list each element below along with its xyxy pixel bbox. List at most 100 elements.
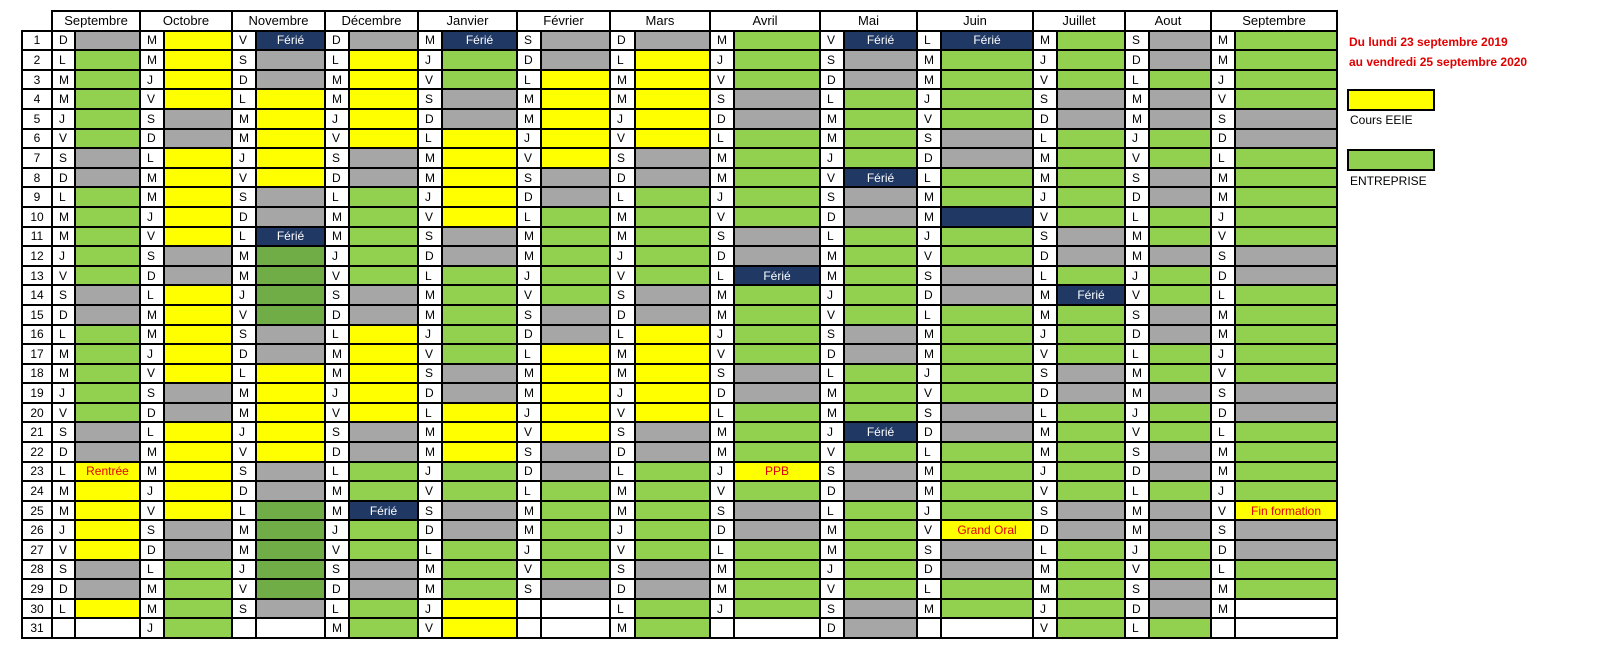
weekday-letter: V	[516, 558, 542, 581]
weekday-letter: V	[231, 441, 257, 463]
weekday-letter: S	[324, 284, 350, 306]
weekday-letter: M	[516, 245, 542, 267]
day-status-cell	[1056, 499, 1126, 522]
weekday-letter: D	[139, 127, 165, 150]
day-status-cell	[733, 578, 821, 600]
day-status-cell	[634, 578, 711, 600]
weekday-letter: M	[916, 68, 942, 91]
day-number: 16	[21, 323, 53, 346]
day-row: 15 D M V D M S D M V L M S M	[21, 303, 1338, 326]
day-status-cell	[441, 88, 518, 110]
month-header: Juin	[916, 10, 1034, 32]
weekday-letter: M	[231, 401, 257, 424]
day-status-cell	[634, 362, 711, 385]
ferie-cell: Férié	[255, 225, 326, 248]
weekday-letter: S	[709, 88, 735, 110]
day-status-cell	[163, 127, 233, 150]
weekday-letter: M	[231, 519, 257, 542]
day-status-cell	[733, 382, 821, 404]
day-status-cell	[1056, 147, 1126, 169]
day-status-cell	[540, 29, 611, 52]
weekday-letter: S	[1032, 499, 1058, 522]
day-status-cell	[255, 382, 326, 404]
day-status-cell	[1056, 578, 1126, 600]
day-status-cell	[441, 597, 518, 620]
weekday-letter: L	[819, 88, 845, 110]
weekday-letter: M	[1210, 29, 1236, 52]
weekday-letter: M	[324, 205, 350, 228]
day-status-cell	[163, 617, 233, 639]
day-status-cell	[733, 480, 821, 502]
day-status-cell	[940, 480, 1034, 502]
weekday-letter: M	[516, 362, 542, 385]
weekday-letter: M	[609, 88, 636, 110]
day-row: 16 L M S L J D L J S M J D M	[21, 323, 1338, 346]
weekday-letter	[709, 617, 735, 639]
day-number: 9	[21, 186, 53, 208]
day-status-cell	[441, 578, 518, 600]
day-status-cell	[74, 382, 141, 404]
weekday-letter: L	[1124, 205, 1150, 228]
weekday-letter: M	[417, 441, 443, 463]
day-status-cell	[74, 303, 141, 326]
weekday-letter: D	[1032, 245, 1058, 267]
weekday-letter: M	[1124, 499, 1150, 522]
weekday-letter: M	[324, 343, 350, 365]
weekday-letter: S	[1032, 362, 1058, 385]
weekday-letter: L	[609, 597, 636, 620]
day-status-cell	[348, 88, 419, 110]
day-status-cell	[1148, 127, 1212, 150]
day-status-cell	[940, 578, 1034, 600]
day-status-cell	[441, 127, 518, 150]
day-status-cell	[1234, 460, 1338, 483]
weekday-letter: V	[916, 245, 942, 267]
weekday-letter: M	[916, 323, 942, 346]
weekday-letter: S	[609, 147, 636, 169]
weekday-letter: V	[417, 205, 443, 228]
weekday-letter: V	[139, 225, 165, 248]
weekday-letter: M	[709, 578, 735, 600]
day-status-cell	[1056, 460, 1126, 483]
weekday-letter: S	[709, 499, 735, 522]
weekday-letter: M	[916, 597, 942, 620]
weekday-letter: D	[51, 166, 76, 189]
day-status-cell	[163, 68, 233, 91]
day-status-cell	[74, 127, 141, 150]
day-status-cell	[1148, 68, 1212, 91]
day-status-cell	[441, 205, 518, 228]
weekday-letter: V	[819, 166, 845, 189]
weekday-letter: M	[231, 539, 257, 561]
weekday-letter: V	[417, 617, 443, 639]
weekday-letter: M	[1124, 88, 1150, 110]
day-status-cell	[634, 107, 711, 130]
weekday-letter: M	[916, 460, 942, 483]
day-status-cell	[441, 186, 518, 208]
weekday-letter: L	[51, 323, 76, 346]
day-status-cell	[1148, 245, 1212, 267]
day-status-cell	[1234, 617, 1338, 639]
day-number: 27	[21, 539, 53, 561]
day-row: 17 M J D M V L M V D M V L J	[21, 343, 1338, 365]
day-status-cell	[1234, 578, 1338, 600]
weekday-letter: M	[916, 186, 942, 208]
day-status-cell	[348, 225, 419, 248]
weekday-letter: L	[709, 539, 735, 561]
day-status-cell	[255, 597, 326, 620]
weekday-letter: M	[1124, 107, 1150, 130]
day-status-cell	[843, 127, 918, 150]
day-status-cell	[940, 558, 1034, 581]
day-status-cell	[940, 186, 1034, 208]
day-status-cell	[1234, 29, 1338, 52]
weekday-letter: J	[1210, 205, 1236, 228]
weekday-letter: M	[417, 303, 443, 326]
weekday-letter: L	[417, 127, 443, 150]
day-status-cell	[255, 303, 326, 326]
weekday-letter: J	[139, 68, 165, 91]
weekday-letter: M	[139, 186, 165, 208]
day-status-cell	[255, 617, 326, 639]
weekday-letter: V	[139, 499, 165, 522]
day-status-cell	[1234, 225, 1338, 248]
weekday-letter: M	[819, 382, 845, 404]
weekday-letter: S	[231, 49, 257, 71]
